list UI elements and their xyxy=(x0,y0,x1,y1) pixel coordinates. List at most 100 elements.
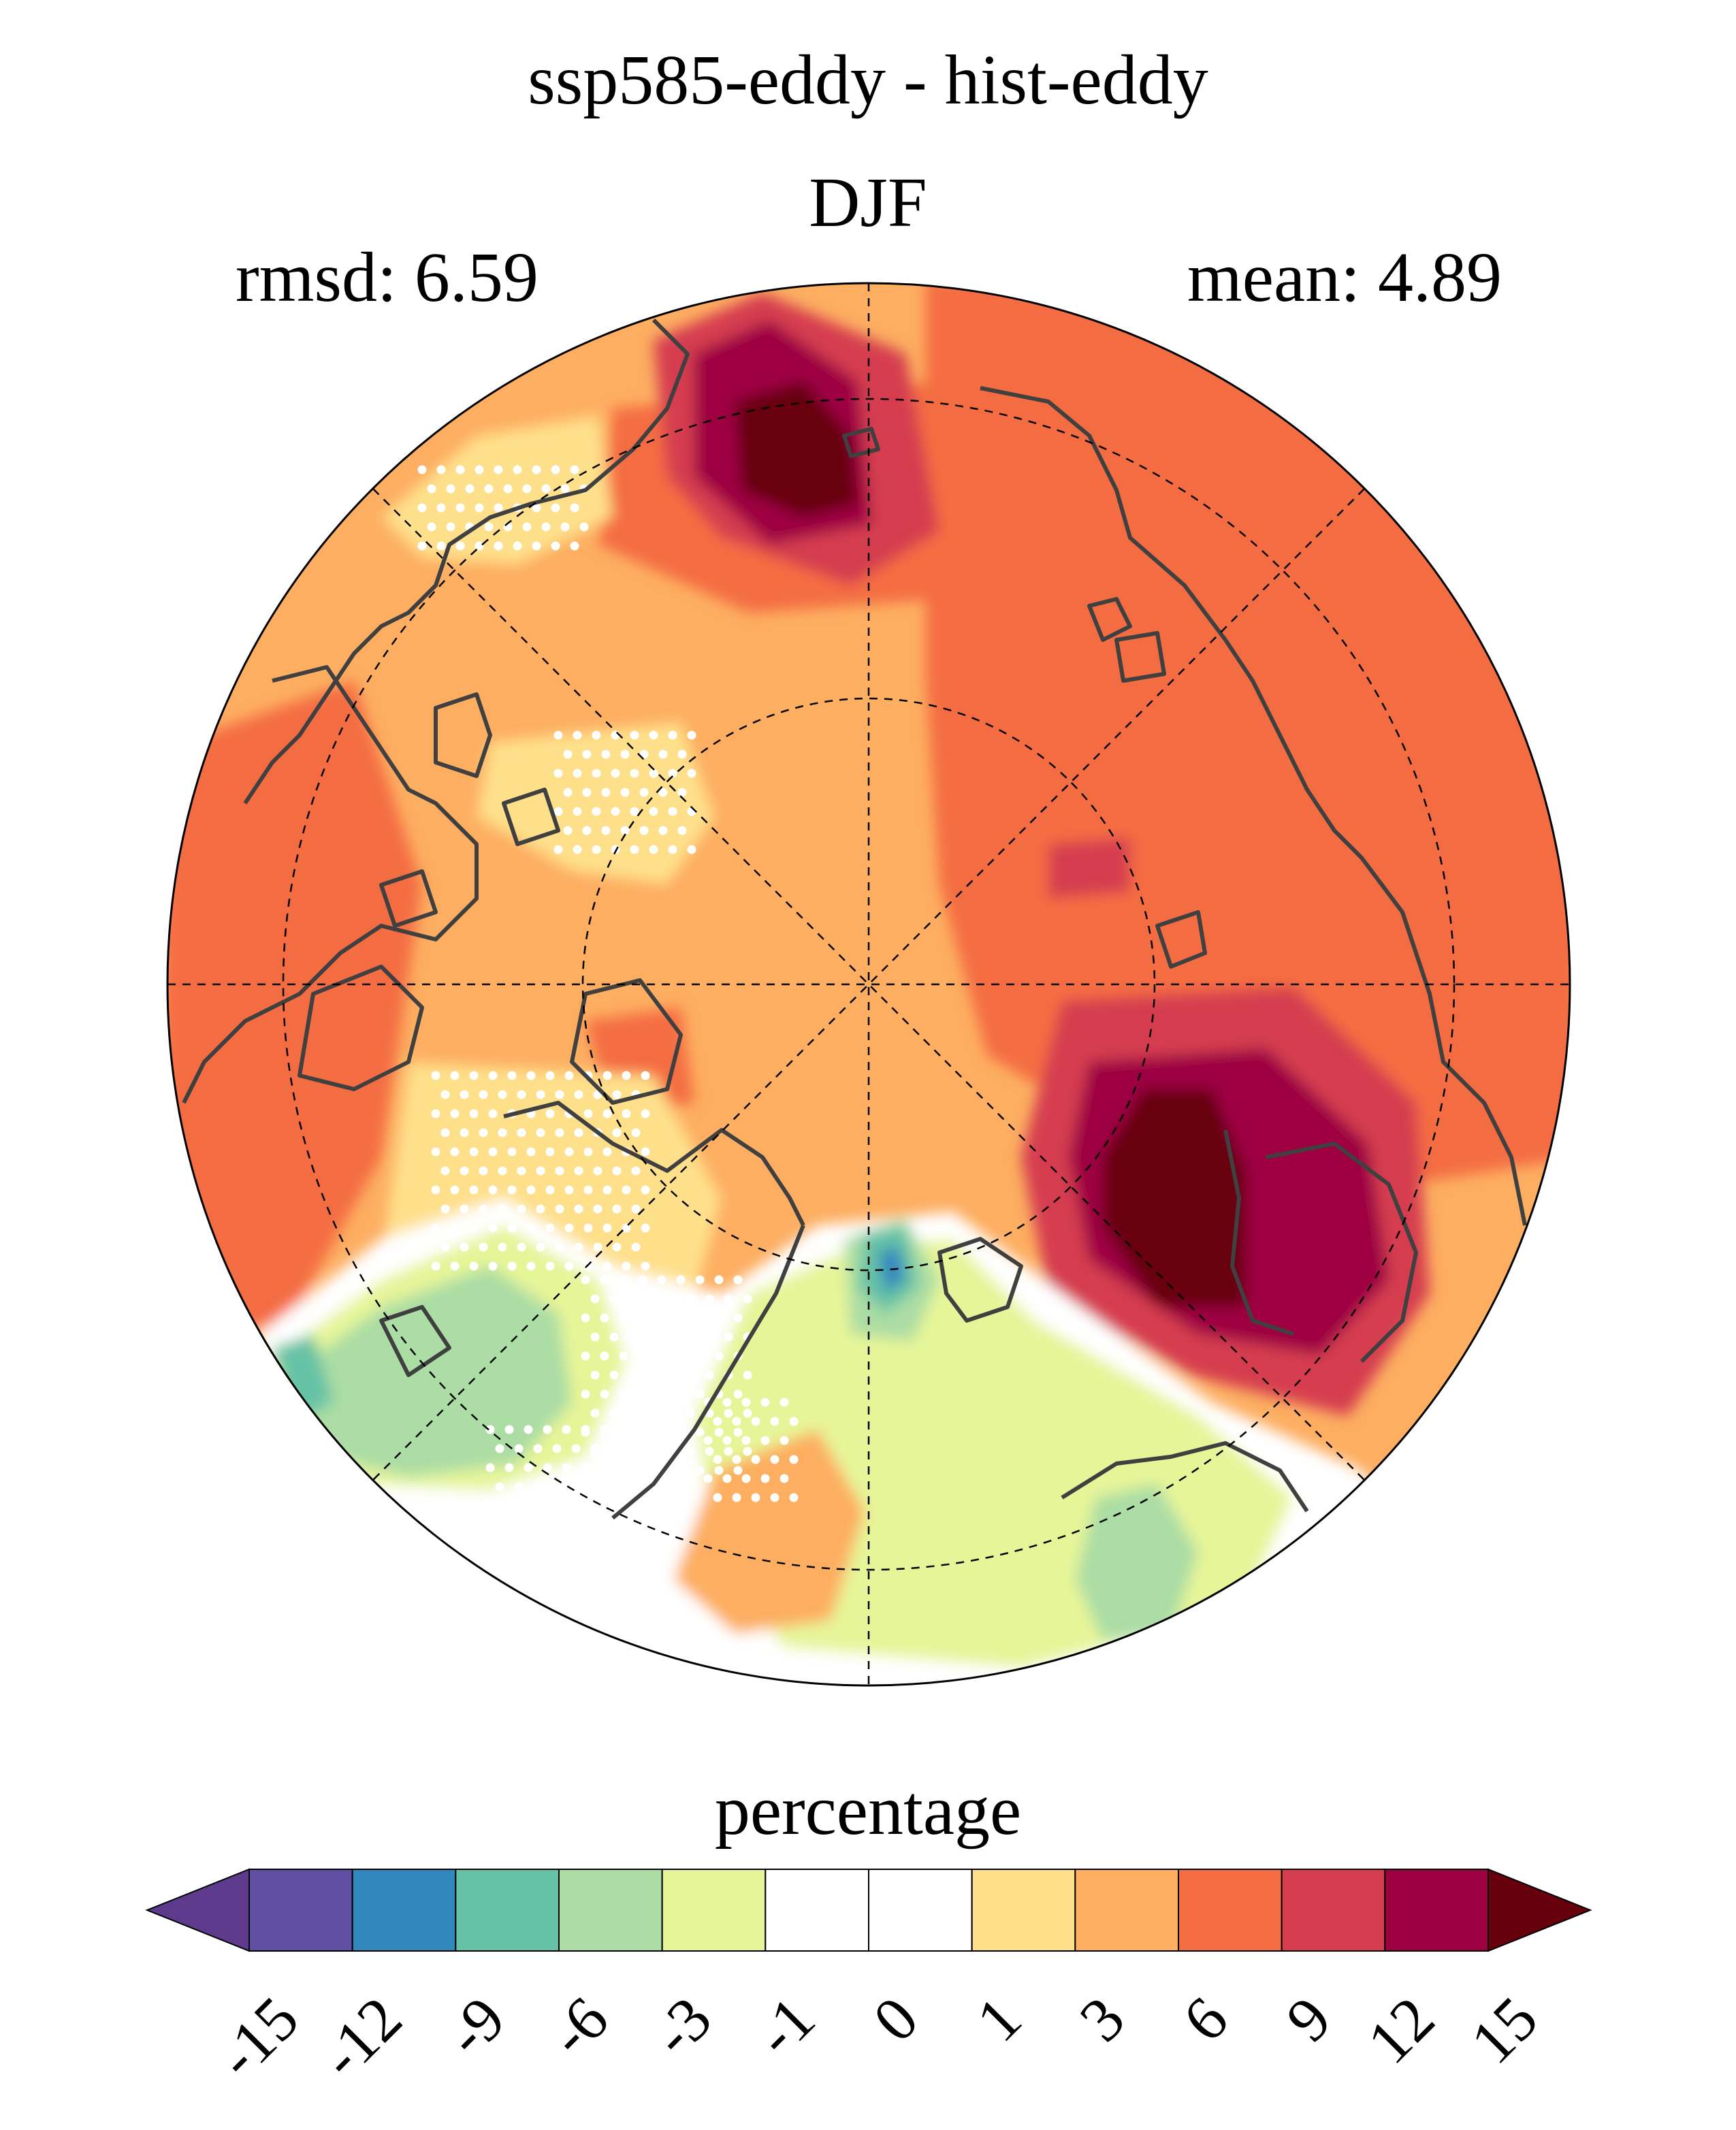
stipple-dot xyxy=(417,541,427,551)
stipple-dot xyxy=(714,1466,724,1475)
stipple-dot xyxy=(724,1408,733,1418)
stipple-dot xyxy=(469,1261,479,1271)
colorbar-tick-label: 15 xyxy=(1458,1984,1551,2077)
stipple-dot xyxy=(469,1223,479,1233)
stipple-dot xyxy=(647,1408,657,1418)
stipple-dot xyxy=(494,465,503,474)
coastlines xyxy=(182,318,1527,1520)
stipple-dot xyxy=(484,522,494,532)
stipple-dot xyxy=(638,1389,647,1399)
stipple-dot xyxy=(649,769,658,778)
stipple-dot xyxy=(649,730,658,740)
stipple-dot xyxy=(658,826,668,835)
stipple-dot xyxy=(581,1501,590,1511)
stipple-dot xyxy=(619,1313,628,1323)
island-east-1 xyxy=(1155,910,1207,969)
stipple-dot xyxy=(571,1444,581,1453)
stipple-dot xyxy=(657,1275,666,1285)
stipple-dot xyxy=(647,1444,657,1453)
stipple-dot xyxy=(600,1313,609,1323)
stipple-dot xyxy=(676,1313,686,1323)
stipple-dot xyxy=(581,1425,590,1434)
stipple-dot xyxy=(590,1408,600,1418)
stipple-dot xyxy=(657,1351,666,1361)
chart-title: ssp585-eddy - hist-eddy xyxy=(528,41,1208,119)
island-arctic-1 xyxy=(434,692,492,778)
stipple-dot xyxy=(722,1436,732,1445)
stipple-dot xyxy=(732,1417,741,1426)
stipple-dot xyxy=(705,1332,714,1342)
stipple-dot xyxy=(601,749,611,759)
stipple-dot xyxy=(638,1313,647,1323)
stipple-dot xyxy=(713,1417,722,1426)
stipple-dot xyxy=(638,1275,647,1285)
stipple-dot xyxy=(543,1463,552,1472)
coastline-iceland xyxy=(937,1237,1023,1323)
stipple-dot xyxy=(592,845,601,854)
stipple-dot xyxy=(574,1242,583,1252)
stipple-dot xyxy=(677,826,687,835)
stipple-dot xyxy=(446,484,455,494)
field-layer xyxy=(167,283,1570,1685)
stipple-dot xyxy=(494,503,503,513)
stipple-dot xyxy=(600,1389,609,1399)
stipple-dot xyxy=(417,465,427,474)
stipple-dot xyxy=(789,1493,799,1502)
colorbar-tick-label: -6 xyxy=(535,1984,621,2069)
stipple-dot xyxy=(668,730,677,740)
stipple-dot xyxy=(590,1370,600,1380)
stipple-dot xyxy=(552,1444,562,1453)
stipple-dot xyxy=(479,1090,488,1099)
stipple-dot xyxy=(593,1242,602,1252)
colorbar-tick-label: -1 xyxy=(742,1984,828,2069)
stipple-dot xyxy=(488,1185,498,1195)
colorbar-ticks: -15-12 -9 -6 -3 -1 0 1 3 6 9 12 15 xyxy=(204,1984,1551,2092)
stipple-dot xyxy=(583,1147,593,1157)
colorbar-box xyxy=(868,1869,973,1952)
stipple-dot xyxy=(495,1444,504,1453)
stipple-dot xyxy=(638,1501,647,1511)
stipple-dot xyxy=(571,1482,581,1491)
stipple-dot xyxy=(545,1223,555,1233)
stipple-dot xyxy=(570,503,579,513)
coastline-west xyxy=(182,665,479,1104)
stipple-dot xyxy=(503,484,513,494)
stipple-dot xyxy=(479,1128,488,1137)
stipple-dot xyxy=(620,826,630,835)
stipple-dot xyxy=(551,503,560,513)
stipple-dot xyxy=(628,1332,638,1342)
stipple-dot xyxy=(695,1427,705,1437)
stipple-dot xyxy=(677,749,687,759)
stipple-dot xyxy=(590,1294,600,1304)
stipple-dot xyxy=(570,541,579,551)
stipple-dot xyxy=(620,749,630,759)
stipple-dot xyxy=(639,788,649,797)
stipple-dot xyxy=(574,1128,583,1137)
stipple-dot xyxy=(622,1185,631,1195)
colorbar-box xyxy=(1074,1869,1180,1952)
stipple-dot xyxy=(641,1109,650,1118)
stipple-dot xyxy=(612,1166,622,1176)
stipple-dot xyxy=(526,1223,536,1233)
stipple-dot xyxy=(573,807,582,816)
stipple-dot xyxy=(638,1425,647,1434)
island-greenland-1 xyxy=(379,1305,451,1377)
stipple-dot xyxy=(695,1466,705,1475)
stipple-dot xyxy=(732,1455,741,1464)
graticule xyxy=(167,283,1570,1685)
stipple-dot xyxy=(687,845,696,854)
stipple-dot xyxy=(733,1275,743,1285)
stipple-dot xyxy=(485,1463,495,1472)
stipple-dot xyxy=(545,1071,555,1080)
stipple-dot xyxy=(479,1242,488,1252)
stipple-dot xyxy=(724,1447,733,1456)
stipple-dot xyxy=(751,1455,760,1464)
field-region-yellow-mid xyxy=(477,722,715,885)
stipple-dot xyxy=(440,1090,450,1099)
stipple-dot xyxy=(581,1313,590,1323)
stipple-dot xyxy=(573,730,582,740)
stipple-dot xyxy=(460,1204,469,1214)
field-region-yellow-nw xyxy=(381,415,613,565)
stipple-dot xyxy=(436,465,446,474)
colorbar-box xyxy=(661,1869,767,1952)
